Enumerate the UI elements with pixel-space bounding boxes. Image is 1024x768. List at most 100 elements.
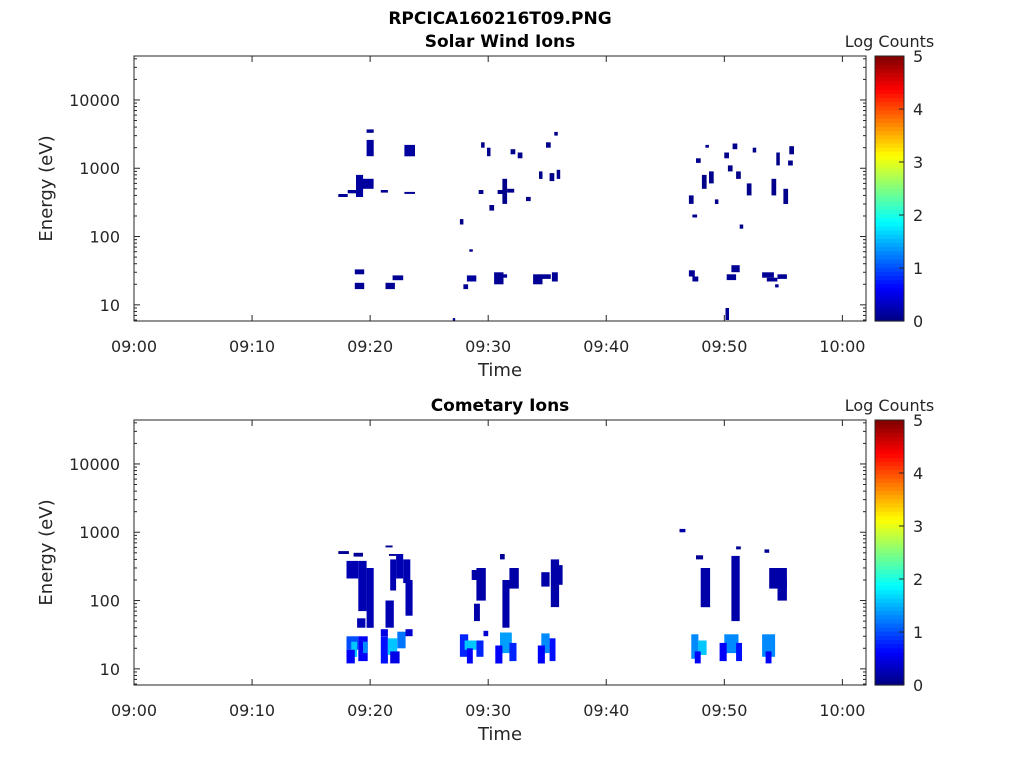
figure-title: RPCICA160216T09.PNG: [388, 9, 611, 29]
panel1-data-cell: [783, 188, 789, 204]
panel2-colorbar-label: Log Counts: [845, 396, 935, 415]
panel1-data-cell: [338, 194, 348, 197]
panel1-colorbar-segment: [875, 209, 904, 214]
panel1-colorbar-segment: [875, 287, 904, 293]
panel1-data-cell: [463, 284, 469, 290]
panel2-colorbar-segment: [875, 523, 904, 529]
panel1-data-cell: [497, 190, 504, 194]
panel2-colorbar-segment: [875, 428, 904, 434]
panel1-colorbar-segment: [875, 296, 904, 301]
panel1-colorbar-segment: [875, 60, 904, 65]
panel2-data-cell: [736, 546, 741, 550]
panel2-data-cell: [764, 549, 770, 553]
panel1-data-cell: [688, 195, 694, 204]
panel1-data-cell: [714, 199, 719, 204]
panel2-data-cell: [387, 638, 398, 655]
panel2-data-cell: [495, 645, 503, 664]
panel2-data-cell: [700, 568, 711, 608]
panel2-data-cell: [363, 641, 368, 654]
panel1-data-cell: [554, 131, 558, 136]
panel2-colorbar-segment: [875, 651, 904, 657]
panel1-data-cell: [507, 188, 515, 193]
panel1-colorbar-segment: [875, 68, 904, 74]
panel1-colorbar-segment: [875, 234, 904, 239]
panel1-data-cell: [789, 146, 794, 155]
panel2-data-cell: [550, 559, 560, 608]
panel2-colorbar-segment: [875, 465, 904, 471]
panel1-data-cell: [517, 152, 523, 159]
panel2-colorbar-segment: [875, 647, 904, 653]
panel2-x-tick-label: 09:10: [229, 701, 275, 720]
panel1-colorbar-tick-label: 3: [913, 153, 923, 172]
panel2-data-cell: [405, 629, 413, 637]
panel1-data-cell: [385, 282, 395, 290]
panel1-colorbar-segment: [875, 130, 904, 136]
panel1-data-cell: [366, 139, 374, 157]
panel1-data-cell: [533, 274, 543, 285]
panel2-x-tick-label: 09:40: [583, 701, 629, 720]
panel2-colorbar-segment: [875, 473, 904, 479]
panel1-data-cell: [354, 282, 365, 290]
panel1-colorbar-segment: [875, 64, 904, 70]
panel2-data-cell: [698, 640, 707, 655]
panel2-data-cell: [403, 559, 411, 584]
panel1-colorbar-tick-label: 2: [913, 206, 923, 225]
panel1-data-cell: [549, 173, 555, 182]
panel1-data-cell: [732, 143, 738, 150]
panel1-colorbar-segment: [875, 80, 904, 86]
panel1-colorbar-segment: [875, 109, 904, 115]
panel2-colorbar-segment: [875, 486, 904, 491]
panel1-colorbar-segment: [875, 159, 904, 165]
panel1-colorbar-tick-label: 1: [913, 259, 923, 278]
panel2-colorbar-segment: [875, 614, 904, 620]
panel1-data-cell: [380, 190, 388, 193]
panel1-data-cell: [775, 284, 779, 288]
panel1-colorbar-segment: [875, 283, 904, 289]
panel2-y-axis-label: Energy (eV): [36, 499, 57, 605]
panel1-data-cell: [542, 274, 551, 279]
panel2-colorbar-segment: [875, 606, 904, 612]
panel2-data-cell: [351, 641, 358, 657]
panel1-colorbar-segment: [875, 229, 904, 235]
panel2-colorbar-segment: [875, 511, 904, 516]
panel2-colorbar-segment: [875, 540, 904, 545]
panel1-colorbar-segment: [875, 188, 904, 194]
panel2-colorbar-segment: [875, 469, 904, 475]
panel1-data-cell: [459, 219, 464, 225]
panel1-colorbar-segment: [875, 72, 904, 78]
panel2-colorbar-segment: [875, 502, 904, 508]
panel1-colorbar-segment: [875, 56, 904, 61]
panel1-data-cell: [762, 272, 774, 278]
panel2-data-cell: [459, 634, 469, 657]
panel1-colorbar-segment: [875, 213, 904, 219]
panel2-data-cell: [762, 634, 776, 657]
panel1-colorbar-segment: [875, 105, 904, 111]
panel2-data-cell: [380, 636, 388, 664]
panel1-colorbar-segment: [875, 217, 904, 223]
panel2-colorbar-tick-label: 0: [913, 676, 923, 695]
panel1-colorbar-segment: [875, 316, 904, 322]
panel1-data-cell: [489, 205, 495, 211]
panel1-colorbar-segment: [875, 176, 904, 181]
panel1-colorbar-segment: [875, 171, 904, 177]
panel2-data-cell: [464, 640, 477, 650]
panel2-colorbar-segment: [875, 573, 904, 578]
panel2-colorbar-tick-label: 2: [913, 570, 923, 589]
panel1-x-tick-label: 09:00: [111, 337, 157, 356]
panel1-data-cell: [726, 274, 737, 281]
panel1-colorbar-segment: [875, 93, 904, 99]
panel1-data-cell: [366, 129, 374, 133]
panel2-colorbar-segment: [875, 643, 904, 649]
panel1-data-cell: [452, 318, 456, 321]
panel2-data-cell: [476, 568, 486, 601]
panel1-data-cell: [404, 144, 415, 157]
panel2-colorbar-tick-label: 3: [913, 517, 923, 536]
panel1-colorbar-tick-label: 4: [913, 100, 923, 119]
panel1-colorbar-segment: [875, 246, 904, 252]
panel1-colorbar-segment: [875, 225, 904, 231]
panel2-data-cell: [346, 560, 359, 579]
panel2-colorbar-segment: [875, 461, 904, 467]
panel2-data-cell: [390, 651, 400, 664]
